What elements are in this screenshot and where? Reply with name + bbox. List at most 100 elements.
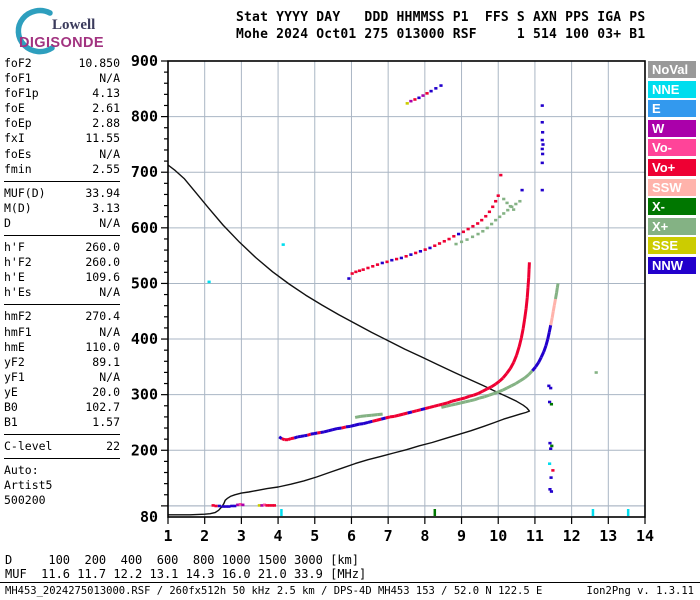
param-label: h'E <box>4 270 25 285</box>
d-distance-row: D 100 200 400 600 800 1000 1500 3000 [km… <box>5 553 360 567</box>
param-value: 270.4 <box>85 309 120 324</box>
param-row-B0: B0 102.7 <box>4 400 120 415</box>
trace-f-trace-x-mode <box>441 283 560 409</box>
param-row-Auto:: Auto: <box>4 463 120 478</box>
param-label: yE <box>4 384 18 399</box>
x-axis-label: 1 <box>163 527 172 545</box>
trace-f-trace-x-left-segment <box>354 412 383 419</box>
param-row-fxI: fxI 11.55 <box>4 131 120 146</box>
param-value: N/A <box>99 285 120 300</box>
legend-item-E: E <box>648 100 696 118</box>
param-value: 33.94 <box>85 185 120 200</box>
param-label: MUF(D) <box>4 185 46 200</box>
param-row-foF2: foF2 10.850 <box>4 56 120 71</box>
param-row-h'Es: h'Es N/A <box>4 285 120 300</box>
param-label: hmF2 <box>4 309 32 324</box>
scaled-parameters-panel: foF2 10.850 foF1 N/A foF1p 4.13 foE 2.61 foEp 2.8… <box>4 56 120 509</box>
param-label: fmin <box>4 161 32 176</box>
footer-file-info: MH453_2024275013000.RSF / 260fx512h 50 k… <box>5 585 543 597</box>
y-axis-label: 500 <box>131 274 158 292</box>
param-label: h'F2 <box>4 255 32 270</box>
legend-item-X+: X+ <box>648 217 696 235</box>
param-value: 10.850 <box>78 56 120 70</box>
y-axis-label: 600 <box>131 219 158 237</box>
param-label: M(D) <box>4 200 32 215</box>
legend-item-NoVal: NoVal <box>648 61 696 78</box>
param-row-500200: 500200 <box>4 493 120 508</box>
x-axis-label: 2 <box>200 527 209 545</box>
x-axis-label: 12 <box>563 527 581 545</box>
trace-es-trace <box>211 503 277 508</box>
y-axis-label: 400 <box>131 330 158 348</box>
trace-baseline-ticks <box>280 509 630 516</box>
trace-scattered-echoes <box>207 243 598 493</box>
trace-second-hop-o <box>347 173 503 280</box>
x-axis-label: 14 <box>636 527 654 545</box>
param-separator <box>4 304 120 306</box>
param-label: h'Es <box>4 285 32 300</box>
param-value: N/A <box>99 71 120 86</box>
measurement-header: Stat YYYY DAY DDD HHMMSS P1 FFS S AXN PP… <box>236 9 645 43</box>
param-row-D: D N/A <box>4 216 120 231</box>
param-separator <box>4 180 120 182</box>
param-value: 3.13 <box>92 200 120 215</box>
param-row-yF1: yF1 N/A <box>4 370 120 385</box>
param-label: B1 <box>4 415 18 430</box>
param-row-foEp: foEp 2.88 <box>4 116 120 131</box>
param-value: 260.0 <box>85 240 120 255</box>
lowell-digisonde-logo: Lowell DIGISONDE <box>15 7 104 55</box>
param-label: foEp <box>4 116 32 131</box>
param-row-Artist5: Artist5 <box>4 478 120 493</box>
legend-item-W: W <box>648 119 696 137</box>
x-axis-label: 8 <box>420 527 429 545</box>
param-label: C-level <box>4 439 53 454</box>
param-value: 22 <box>106 439 120 454</box>
x-axis-label: 9 <box>457 527 466 545</box>
header-line2: Mohe 2024 Oct01 275 013000 RSF 1 514 100… <box>236 27 646 42</box>
param-row-hmF2: hmF2 270.4 <box>4 309 120 324</box>
x-axis-label: 10 <box>489 527 507 545</box>
param-label: foF1p <box>4 86 39 101</box>
param-label: foF2 <box>4 56 32 70</box>
param-value: 89.1 <box>92 354 120 369</box>
param-value: N/A <box>99 146 120 161</box>
param-label: Artist5 <box>4 478 53 493</box>
param-value: 11.55 <box>85 131 120 146</box>
param-row-M(D): M(D) 3.13 <box>4 201 120 216</box>
muf-row: MUF 11.6 11.7 12.2 13.1 14.3 16.0 21.0 3… <box>5 567 367 581</box>
param-label: yF2 <box>4 354 25 369</box>
param-label: D <box>4 215 11 230</box>
y-axis-label: 80 <box>140 508 158 526</box>
legend-item-NNE: NNE <box>648 80 696 98</box>
direction-legend: NoVal NNE E W Vo- Vo+ SSW X- X+ SSE NNW <box>648 61 696 277</box>
x-axis-label: 3 <box>237 527 246 545</box>
param-label: foF1 <box>4 71 32 86</box>
param-value: 2.61 <box>92 101 120 116</box>
legend-item-SSW: SSW <box>648 178 696 196</box>
legend-item-Vo+: Vo+ <box>648 158 696 176</box>
legend-item-NNW: NNW <box>648 256 696 274</box>
x-axis-label: 6 <box>347 527 356 545</box>
param-value: 110.0 <box>85 339 120 354</box>
logo-digisonde-text: DIGISONDE <box>19 35 104 51</box>
x-axis-label: 5 <box>310 527 319 545</box>
y-axis-label: 300 <box>131 386 158 404</box>
param-row-fmin: fmin 2.55 <box>4 162 120 177</box>
y-axis-label: 900 <box>131 52 158 70</box>
param-value: 2.88 <box>92 116 120 131</box>
param-label: fxI <box>4 131 25 146</box>
electron-density-profile <box>167 164 531 516</box>
param-label: 500200 <box>4 493 46 508</box>
param-row-foEs: foEs N/A <box>4 147 120 162</box>
param-row-yF2: yF2 89.1 <box>4 355 120 370</box>
param-separator <box>4 434 120 436</box>
plot-border <box>167 60 646 518</box>
legend-item-SSE: SSE <box>648 237 696 255</box>
legend-item-Vo-: Vo- <box>648 139 696 157</box>
header-line1: Stat YYYY DAY DDD HHMMSS P1 FFS S AXN PP… <box>236 10 646 25</box>
param-separator <box>4 458 120 460</box>
param-value: N/A <box>99 324 120 339</box>
param-value: 20.0 <box>92 384 120 399</box>
